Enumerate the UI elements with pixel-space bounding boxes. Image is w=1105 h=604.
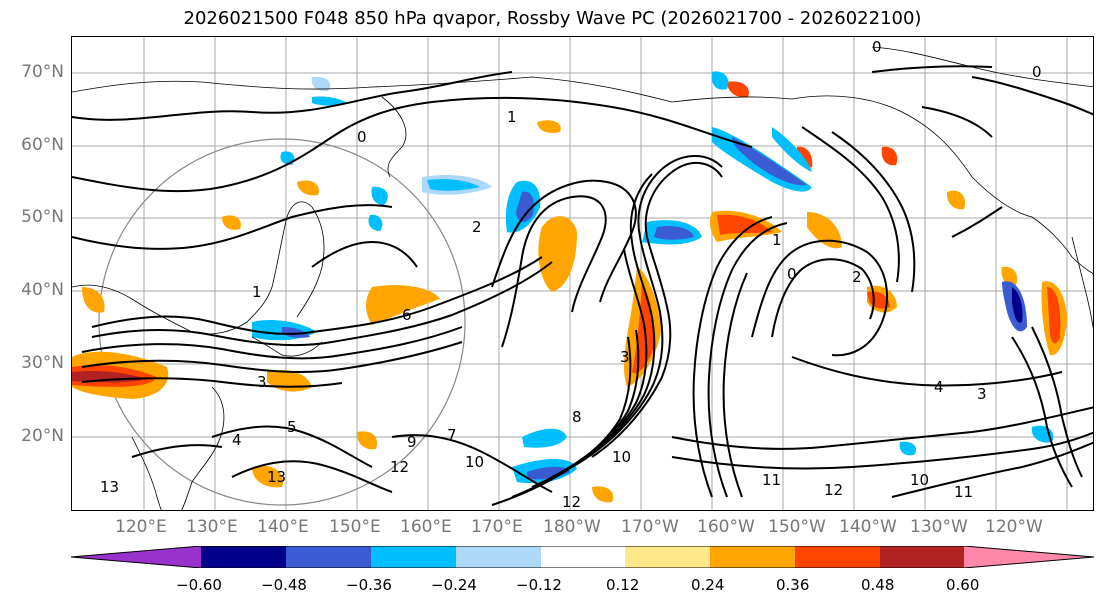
contour-label: 3 [257, 373, 267, 391]
colorbar-segment [795, 546, 880, 568]
lon-label-180w: 180°W [543, 517, 601, 537]
contour-label: 12 [562, 493, 581, 511]
contour-label: 13 [100, 478, 119, 496]
contour-label: 12 [390, 458, 409, 476]
contour-label: 3 [620, 348, 630, 366]
lon-label-170w: 170°W [621, 517, 679, 537]
colorbar-tick: 0.48 [861, 576, 895, 594]
contour-label: 13 [267, 468, 286, 486]
colorbar-segment [541, 546, 625, 568]
colorbar [71, 546, 1095, 568]
contour-label: 11 [954, 483, 973, 501]
contour-label: 1 [252, 283, 262, 301]
colorbar-tick: 0.36 [776, 576, 810, 594]
lon-label-170e: 170°E [471, 517, 523, 537]
contour-label: 5 [287, 418, 297, 436]
contour-label: 0 [872, 38, 882, 56]
colorbar-tick: −0.36 [346, 576, 392, 594]
colorbar-tick: 0.60 [946, 576, 980, 594]
lon-label-160e: 160°E [400, 517, 452, 537]
rossby-contours [72, 65, 1093, 506]
contour-label: 12 [824, 481, 843, 499]
colorbar-segment [710, 546, 795, 568]
contour-label: 1 [507, 108, 517, 126]
contour-label: 0 [1032, 63, 1042, 81]
colorbar-extend-high [964, 546, 1094, 568]
graticule [72, 37, 1093, 510]
contour-label: 6 [402, 306, 412, 324]
colorbar-tick: −0.48 [261, 576, 307, 594]
lon-label-130w: 130°W [910, 517, 968, 537]
contour-label: 9 [407, 433, 417, 451]
contour-labels: 0 0 0 0 1 1 1 2 2 3 3 3 4 4 5 6 7 8 9 10… [100, 38, 1042, 511]
map-title: 2026021500 F048 850 hPa qvapor, Rossby W… [183, 8, 922, 29]
colorbar-segment [371, 546, 456, 568]
shading-patches [72, 71, 1067, 503]
colorbar-segment [625, 546, 710, 568]
contour-label: 7 [447, 426, 457, 444]
lon-label-140e: 140°E [257, 517, 309, 537]
colorbar-segment [456, 546, 541, 568]
contour-label: 11 [762, 471, 781, 489]
lat-label-30n: 30°N [21, 353, 64, 373]
colorbar-tick: 0.24 [691, 576, 725, 594]
colorbar-segment [286, 546, 371, 568]
colorbar-segment [201, 546, 286, 568]
colorbar-segment [880, 546, 964, 568]
contour-label: 10 [612, 448, 631, 466]
contour-label: 4 [232, 431, 242, 449]
contour-label: 10 [465, 453, 484, 471]
lon-label-120w: 120°W [985, 517, 1043, 537]
lon-label-130e: 130°E [186, 517, 238, 537]
lat-label-60n: 60°N [21, 135, 64, 155]
colorbar-tick: −0.60 [176, 576, 222, 594]
colorbar-tick: 0.12 [606, 576, 640, 594]
contour-label: 2 [852, 268, 862, 286]
colorbar-tick: −0.12 [516, 576, 562, 594]
contour-label: 8 [572, 408, 582, 426]
contour-label: 10 [910, 471, 929, 489]
lon-label-140w: 140°W [839, 517, 897, 537]
lon-label-160w: 160°W [697, 517, 755, 537]
lat-label-50n: 50°N [21, 207, 64, 227]
lon-label-120e: 120°E [115, 517, 167, 537]
contour-label: 4 [934, 378, 944, 396]
contour-label: 0 [357, 128, 367, 146]
lat-label-70n: 70°N [21, 62, 64, 82]
contour-label: 0 [787, 265, 797, 283]
colorbar-tick: −0.24 [431, 576, 477, 594]
great-circle [98, 138, 466, 506]
lon-label-150e: 150°E [329, 517, 381, 537]
contour-label: 2 [472, 218, 482, 236]
lat-label-40n: 40°N [21, 280, 64, 300]
lat-label-20n: 20°N [21, 426, 64, 446]
map-canvas: 0 0 0 0 1 1 1 2 2 3 3 3 4 4 5 6 7 8 9 10… [72, 37, 1093, 511]
lon-label-150w: 150°W [768, 517, 826, 537]
colorbar-extend-low [71, 546, 201, 568]
contour-label: 3 [977, 385, 987, 403]
contour-label: 1 [772, 231, 782, 249]
map-panel: 0 0 0 0 1 1 1 2 2 3 3 3 4 4 5 6 7 8 9 10… [71, 36, 1094, 511]
